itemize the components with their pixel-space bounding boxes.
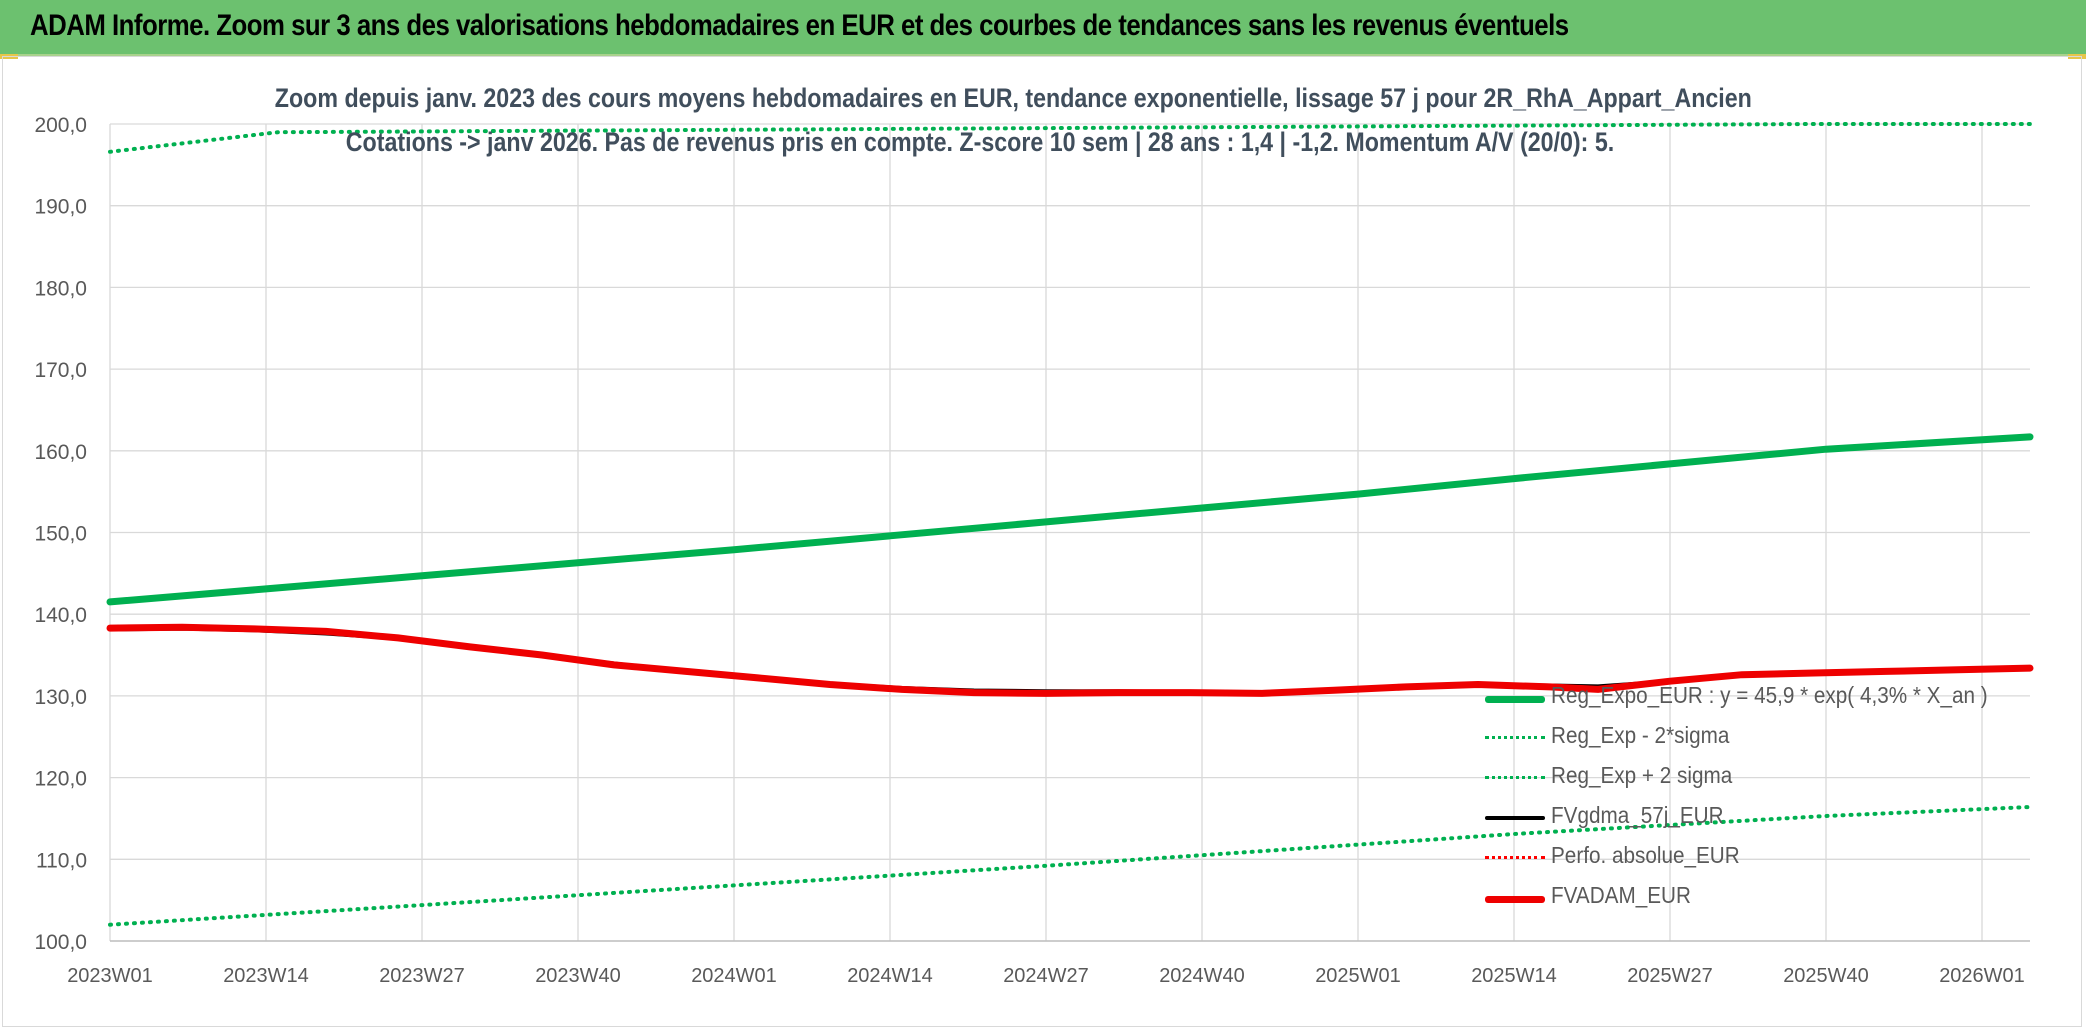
chart-frame xyxy=(2,56,2082,1027)
legend-swatch xyxy=(1485,696,1545,703)
y-tick-label: 160,0 xyxy=(34,441,87,464)
x-tick-label: 2025W40 xyxy=(1783,965,1869,987)
y-tick-label: 170,0 xyxy=(34,359,87,382)
x-tick-label: 2026W01 xyxy=(1939,965,2025,987)
legend-swatch xyxy=(1485,856,1545,859)
legend-swatch xyxy=(1485,736,1545,739)
x-tick-label: 2024W40 xyxy=(1159,965,1245,987)
legend-swatch xyxy=(1485,776,1545,779)
y-tick-label: 110,0 xyxy=(36,849,87,872)
legend-label: Reg_Expo_EUR : y = 45,9 * exp( 4,3% * X_… xyxy=(1551,682,1988,708)
legend-swatch xyxy=(1485,896,1545,903)
x-tick-label: 2024W27 xyxy=(1003,965,1089,987)
x-tick-label: 2025W14 xyxy=(1471,965,1557,987)
grid xyxy=(109,123,2030,942)
x-tick-label: 2024W01 xyxy=(691,965,777,987)
series-layer xyxy=(106,122,2034,927)
series-line-5 xyxy=(106,623,2034,697)
y-tick-label: 130,0 xyxy=(34,686,87,709)
legend-label: Perfo. absolue_EUR xyxy=(1551,842,1740,868)
x-axis: 2023W01 2023W14 2023W27 2023W40 2024W01 2024W… xyxy=(67,965,2025,987)
legend-label: Reg_Exp + 2 sigma xyxy=(1551,762,1733,788)
report-banner: ADAM Informe. Zoom sur 3 ans des valoris… xyxy=(0,0,2086,56)
y-tick-label: 140,0 xyxy=(34,604,87,627)
x-tick-label: 2024W14 xyxy=(847,965,933,987)
report-title: ADAM Informe. Zoom sur 3 ans des valoris… xyxy=(30,9,1569,42)
legend-label: FVADAM_EUR xyxy=(1551,882,1691,908)
y-tick-label: 150,0 xyxy=(34,523,87,546)
y-tick-label: 100,0 xyxy=(34,931,87,954)
series-line-0 xyxy=(106,433,2034,606)
x-tick-label: 2025W01 xyxy=(1315,965,1401,987)
y-tick-label: 180,0 xyxy=(34,277,87,300)
x-tick-label: 2023W40 xyxy=(535,965,621,987)
legend-label: Reg_Exp - 2*sigma xyxy=(1551,722,1730,748)
x-tick-label: 2025W27 xyxy=(1627,965,1713,987)
legend-swatch xyxy=(1485,816,1545,820)
x-tick-label: 2023W01 xyxy=(67,965,153,987)
chart-title-line1: Zoom depuis janv. 2023 des cours moyens … xyxy=(274,83,1752,113)
x-tick-label: 2023W27 xyxy=(379,965,465,987)
x-tick-label: 2023W14 xyxy=(223,965,309,987)
y-axis: 100,0 110,0 120,0 130,0 140,0 150,0 160,0 170,0… xyxy=(34,114,87,954)
y-tick-label: 190,0 xyxy=(34,196,87,219)
chart-title-line2: Cotations -> janv 2026. Pas de revenus p… xyxy=(345,127,1615,157)
y-tick-label: 120,0 xyxy=(34,768,87,791)
y-tick-label: 200,0 xyxy=(34,114,87,137)
legend-label: FVgdma_57j_EUR xyxy=(1551,802,1724,828)
series-line-1 xyxy=(108,805,2032,927)
series-line-2 xyxy=(108,122,2032,154)
